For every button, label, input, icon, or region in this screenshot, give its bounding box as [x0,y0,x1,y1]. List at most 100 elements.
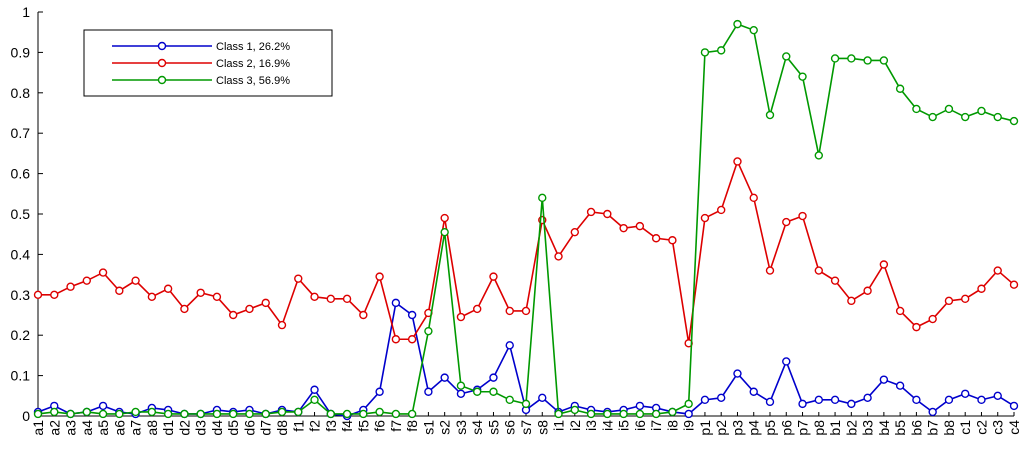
x-tick-label: f7 [388,420,404,432]
legend-label: Class 1, 26.2% [216,41,290,53]
point [895,84,905,93]
point [473,304,482,314]
legend-marker [157,75,167,85]
point [863,56,872,65]
point [50,290,59,299]
point [505,395,514,405]
point [147,407,157,417]
point [326,409,335,419]
x-tick-label: d8 [274,420,290,436]
point [33,409,43,419]
point [895,306,905,316]
point [212,292,222,302]
x-tick-label: a7 [128,420,144,436]
point [359,310,368,320]
point [635,221,645,231]
point [489,387,498,396]
x-tick-label: b3 [860,420,876,436]
point [717,205,726,215]
point [456,389,466,398]
point [538,193,547,203]
point [879,260,889,269]
y-tick-label: 0.7 [11,125,31,141]
point [749,193,758,203]
x-tick-label: i2 [567,420,583,431]
point [961,294,970,304]
point [863,393,872,403]
point [456,381,466,390]
point [66,282,75,291]
point [782,52,791,61]
point [895,381,905,390]
point [651,234,661,243]
point [847,54,856,63]
point [310,385,319,394]
point [798,399,807,409]
x-tick-label: p8 [811,420,827,436]
point [733,369,742,378]
point [50,407,59,417]
x-tick-label: c2 [973,420,989,435]
point [82,276,92,285]
x-tick-label: c3 [990,420,1006,435]
point [717,46,726,55]
x-tick-label: f2 [307,420,323,432]
point [993,266,1002,275]
x-tick-label: p3 [729,420,745,436]
point [489,272,498,281]
point [912,322,921,332]
point [98,401,108,411]
series-line [38,159,1015,344]
point [440,227,449,237]
x-tick-label: b5 [892,420,908,436]
point [977,106,986,116]
point [228,310,238,320]
point [538,393,547,403]
point [749,25,758,35]
point [879,56,889,65]
point [717,393,726,403]
point [310,395,319,405]
x-tick-label: b2 [843,420,859,436]
x-tick-label: f5 [355,420,371,432]
point [521,306,531,316]
x-tick-label: s8 [534,420,550,435]
x-tick-label: s5 [485,420,501,435]
x-tick-label: i3 [583,420,599,431]
y-tick-label: 0.3 [11,287,31,303]
point [765,110,775,120]
x-tick-label: f8 [404,420,420,432]
x-tick-label: i5 [616,420,632,431]
legend-label: Class 3, 56.9% [216,75,290,87]
point [310,292,319,302]
point [505,341,514,350]
point [765,266,775,275]
point [700,395,710,405]
point [635,401,645,411]
x-tick-label: i6 [632,420,648,431]
point [944,104,954,114]
point [407,310,417,320]
point [554,409,563,419]
point [782,357,791,366]
point [570,227,579,237]
y-tick-label: 0 [22,408,30,424]
point [977,395,986,405]
point [879,375,889,384]
point [619,409,628,419]
point [505,306,514,316]
point [196,409,205,419]
point [245,304,254,314]
point [733,19,742,29]
point [684,409,693,419]
y-tick-label: 0.9 [11,44,31,60]
point [814,395,823,405]
point [180,304,189,314]
x-tick-label: a8 [144,420,160,436]
x-tick-label: d1 [160,420,176,436]
point [98,268,108,277]
y-tick-label: 0.2 [11,327,31,343]
point [1009,280,1019,289]
point [277,407,287,417]
x-tick-label: i9 [681,420,697,431]
